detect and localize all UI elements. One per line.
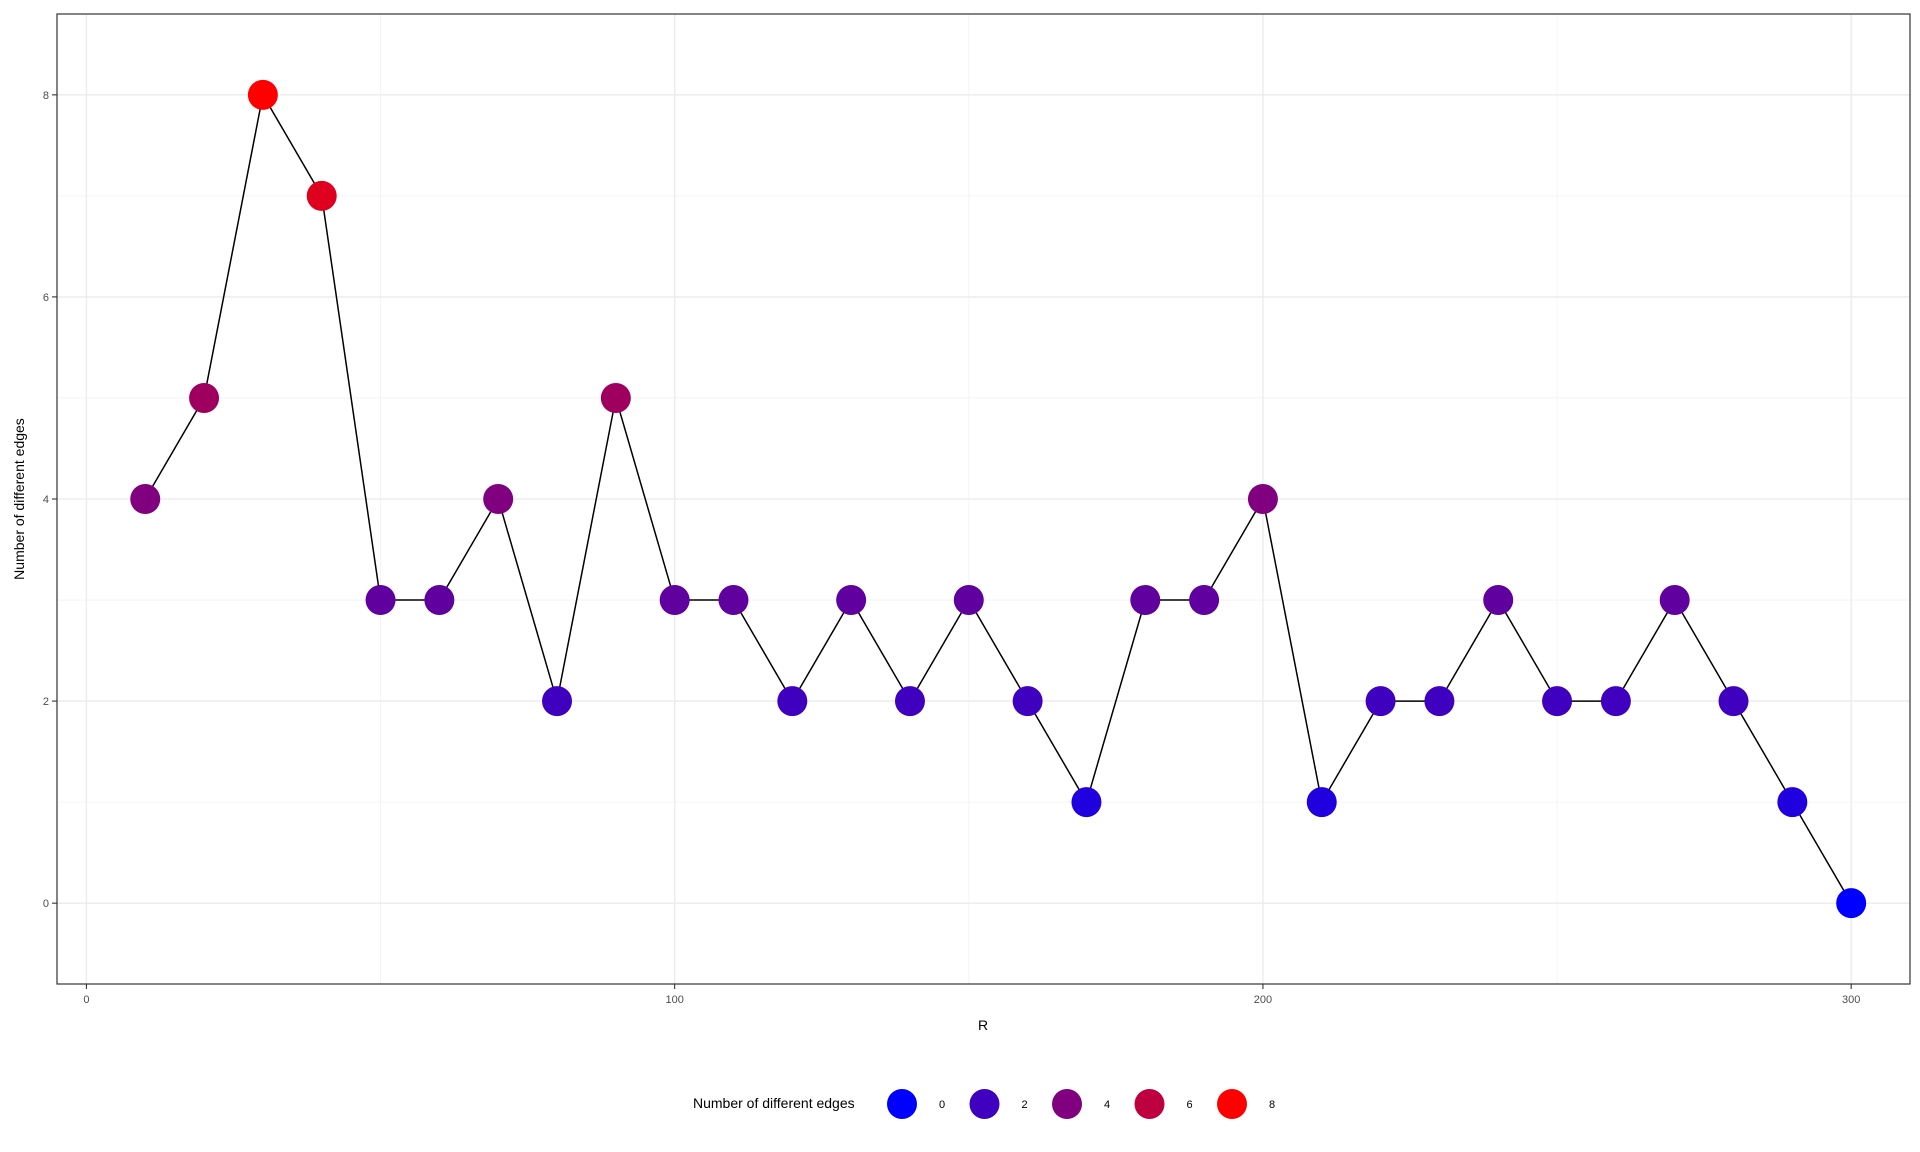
y-tick-label: 0 (43, 898, 49, 910)
data-point (1130, 585, 1161, 616)
data-point (1306, 787, 1337, 818)
legend-key-swatch (1052, 1089, 1082, 1119)
legend-title: Number of different edges (693, 1095, 855, 1111)
data-points (130, 79, 1867, 919)
legend-key-swatch (1134, 1089, 1165, 1119)
x-tick-label: 300 (1842, 994, 1860, 1006)
data-point (894, 686, 925, 717)
data-point (1718, 686, 1749, 717)
data-point (1012, 686, 1043, 717)
x-axis-ticks: 0 100 200 300 (83, 984, 1860, 1006)
legend-key-label: 6 (1186, 1099, 1192, 1111)
y-tick-label: 8 (43, 90, 49, 102)
legend-key-label: 8 (1269, 1099, 1275, 1111)
x-tick-label: 200 (1254, 994, 1272, 1006)
data-point (777, 686, 808, 717)
data-point (1542, 686, 1573, 717)
data-point (424, 585, 455, 616)
legend-key-label: 0 (939, 1099, 945, 1111)
legend-key-label: 2 (1021, 1099, 1027, 1111)
data-point (365, 585, 396, 616)
y-axis-ticks: 0 2 4 6 8 (43, 90, 57, 910)
legend-key-swatch (887, 1089, 917, 1119)
data-point (1189, 585, 1220, 616)
data-point (1777, 787, 1808, 818)
y-tick-label: 4 (43, 494, 49, 506)
data-point (836, 585, 867, 616)
y-axis-title: Number of different edges (11, 418, 27, 580)
data-point (189, 382, 220, 413)
data-point (542, 686, 573, 717)
x-tick-label: 100 (665, 994, 683, 1006)
y-tick-label: 6 (43, 292, 49, 304)
data-point (1365, 686, 1396, 717)
x-axis-title: R (978, 1017, 988, 1033)
data-point (1424, 686, 1455, 717)
data-point (953, 585, 984, 616)
data-point (1247, 484, 1278, 514)
data-point (718, 585, 749, 616)
legend: Number of different edges 0 2 4 6 8 (693, 1089, 1275, 1119)
y-tick-label: 2 (43, 696, 49, 708)
legend-key-label: 4 (1104, 1099, 1110, 1111)
data-point (659, 585, 690, 616)
data-point (1836, 888, 1867, 919)
data-point (1600, 686, 1631, 717)
legend-key-swatch (969, 1089, 1000, 1119)
x-tick-label: 0 (83, 994, 89, 1006)
data-point (306, 180, 337, 211)
data-point (1071, 787, 1102, 818)
data-point (600, 382, 631, 413)
data-point (483, 484, 514, 514)
data-point (1659, 585, 1690, 616)
data-point (1483, 585, 1514, 616)
data-point (247, 79, 278, 110)
legend-key-swatch (1217, 1089, 1247, 1119)
data-point (130, 484, 161, 514)
